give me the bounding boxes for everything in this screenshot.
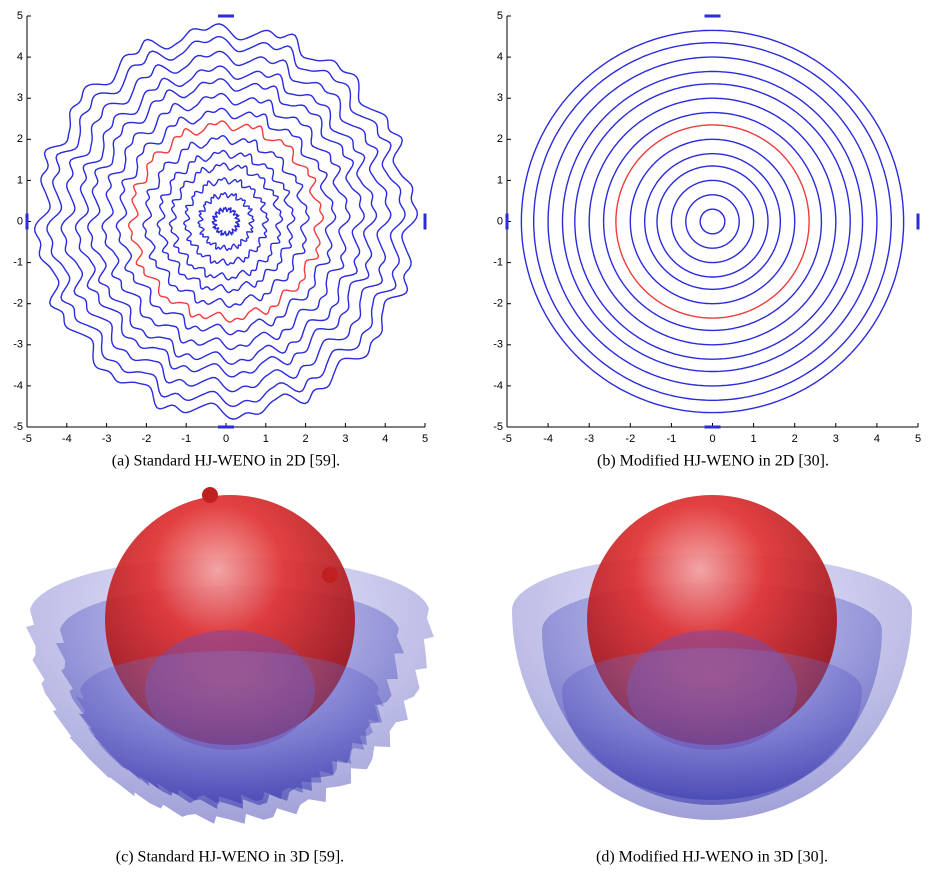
caption: (a) Standard HJ-WENO in 2D [59].: [112, 453, 340, 470]
edge-mark: [505, 213, 509, 230]
x-tick-label: 3: [342, 433, 348, 445]
contour: [46, 35, 406, 408]
x-tick-label: -2: [142, 433, 152, 445]
y-tick-label: 1: [497, 174, 503, 186]
edge-mark: [25, 213, 29, 230]
x-tick-label: 2: [792, 433, 798, 445]
x-tick-label: 5: [915, 433, 921, 445]
x-tick-label: 4: [874, 433, 880, 445]
contour: [142, 134, 310, 309]
x-tick-label: 0: [709, 433, 715, 445]
y-tick-label: 3: [497, 92, 503, 104]
y-tick-label: -4: [13, 380, 23, 392]
x-tick-label: -4: [543, 433, 553, 445]
x-tick-label: -3: [584, 433, 594, 445]
contour: [699, 208, 726, 235]
edge-mark: [218, 14, 234, 18]
y-tick-label: -2: [13, 298, 23, 310]
contour: [615, 124, 810, 319]
contour: [60, 50, 392, 393]
x-tick-label: 1: [263, 433, 269, 445]
contour: [670, 179, 755, 264]
y-tick-label: 0: [17, 215, 23, 227]
y-tick-label: 4: [17, 51, 23, 63]
contour: [168, 162, 284, 281]
y-tick-label: -5: [13, 421, 23, 433]
y-tick-label: -3: [493, 339, 503, 351]
x-tick-label: -4: [62, 433, 72, 445]
edge-mark: [704, 14, 721, 18]
contour: [127, 120, 325, 323]
contour: [629, 138, 796, 305]
contour: [156, 149, 296, 294]
render-3d: [26, 487, 434, 824]
y-tick-label: -5: [493, 421, 503, 433]
contour: [602, 111, 823, 332]
contour: [115, 107, 337, 336]
contour: [33, 23, 419, 420]
edge-mark: [218, 425, 234, 429]
shell: [562, 648, 862, 800]
x-tick-label: 5: [422, 433, 428, 445]
y-tick-label: 4: [497, 51, 503, 63]
shell: [75, 651, 385, 805]
y-tick-label: -3: [13, 339, 23, 351]
x-tick-label: -3: [102, 433, 112, 445]
y-tick-label: 5: [497, 10, 503, 22]
y-tick-label: -2: [493, 298, 503, 310]
contour: [101, 92, 351, 351]
x-tick-label: 2: [303, 433, 309, 445]
edge-mark: [916, 213, 920, 230]
x-tick-label: 0: [223, 433, 229, 445]
y-tick-label: -1: [493, 257, 503, 269]
x-tick-label: -5: [502, 433, 512, 445]
caption: (b) Modified HJ-WENO in 2D [30].: [597, 453, 829, 470]
render-3d: [512, 495, 912, 820]
y-tick-label: 1: [17, 174, 23, 186]
artifact: [202, 487, 218, 503]
y-tick-label: 5: [17, 10, 23, 22]
x-tick-label: -1: [181, 433, 191, 445]
edge-mark: [704, 425, 721, 429]
x-tick-label: -1: [667, 433, 677, 445]
y-tick-label: -1: [13, 257, 23, 269]
contour: [74, 65, 378, 378]
y-tick-label: 2: [17, 133, 23, 145]
y-tick-label: -4: [493, 380, 503, 392]
contour: [644, 153, 781, 290]
contour: [533, 42, 892, 401]
contour: [656, 165, 769, 278]
contour: [685, 194, 740, 249]
artifact: [322, 567, 338, 583]
contour: [520, 29, 905, 414]
x-tick-label: -5: [22, 433, 32, 445]
contour: [211, 206, 241, 237]
contour: [87, 78, 365, 365]
contour: [547, 56, 878, 387]
x-tick-label: 1: [751, 433, 757, 445]
contour: [561, 70, 864, 373]
y-tick-label: 3: [17, 92, 23, 104]
y-tick-label: 0: [497, 215, 503, 227]
contour: [183, 177, 269, 266]
x-tick-label: 4: [382, 433, 388, 445]
caption: (d) Modified HJ-WENO in 3D [30].: [596, 849, 828, 866]
x-tick-label: 3: [833, 433, 839, 445]
caption: (c) Standard HJ-WENO in 3D [59].: [116, 849, 344, 866]
contour: [588, 97, 837, 346]
y-tick-label: 2: [497, 133, 503, 145]
contour: [574, 83, 851, 360]
x-tick-label: -2: [625, 433, 635, 445]
edge-mark: [423, 213, 427, 230]
contour: [197, 191, 255, 252]
